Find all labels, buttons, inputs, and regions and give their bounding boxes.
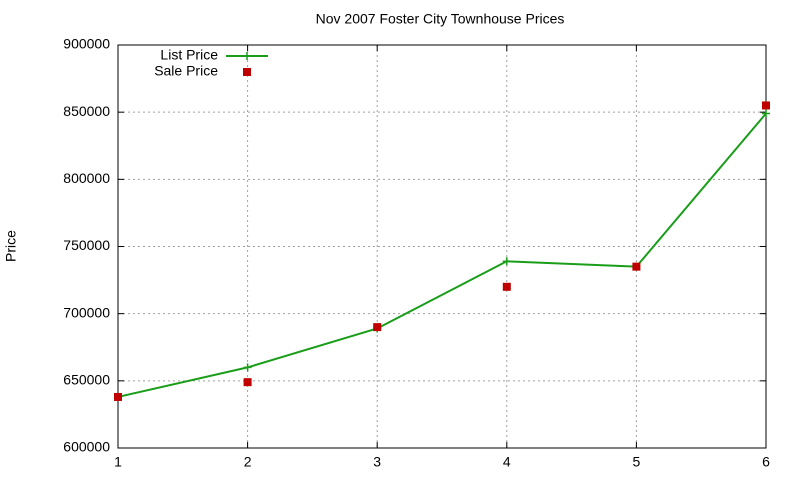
point-marker (632, 262, 641, 271)
x-tick-label: 1 (114, 454, 122, 470)
point-marker (243, 363, 252, 372)
x-tick-label: 4 (503, 454, 511, 470)
y-tick-label: 600000 (63, 439, 110, 455)
plot-frame (117, 44, 767, 449)
point-marker (114, 392, 122, 401)
point-marker (373, 323, 382, 332)
legend-marker (243, 68, 251, 76)
point-marker (502, 282, 511, 291)
y-tick-label: 750000 (63, 237, 110, 253)
point-marker (762, 101, 770, 110)
legend-label: List Price (160, 47, 218, 63)
x-tick-label: 2 (244, 454, 252, 470)
y-tick-label: 650000 (63, 372, 110, 388)
x-tick-label: 3 (373, 454, 381, 470)
y-tick-label: 800000 (63, 170, 110, 186)
x-tick-label: 6 (762, 454, 770, 470)
series-line (117, 112, 767, 398)
legend-marker (243, 52, 251, 60)
y-tick-label: 900000 (63, 36, 110, 52)
y-tick-label: 700000 (63, 304, 110, 320)
x-tick-label: 5 (633, 454, 641, 470)
y-tick-label: 850000 (63, 103, 110, 119)
chart-title: Nov 2007 Foster City Townhouse Prices (316, 11, 565, 27)
legend-label: Sale Price (154, 63, 218, 79)
point-marker (502, 257, 511, 266)
y-axis-label: Price (3, 230, 19, 262)
point-marker (243, 378, 252, 387)
point-marker (762, 109, 770, 118)
